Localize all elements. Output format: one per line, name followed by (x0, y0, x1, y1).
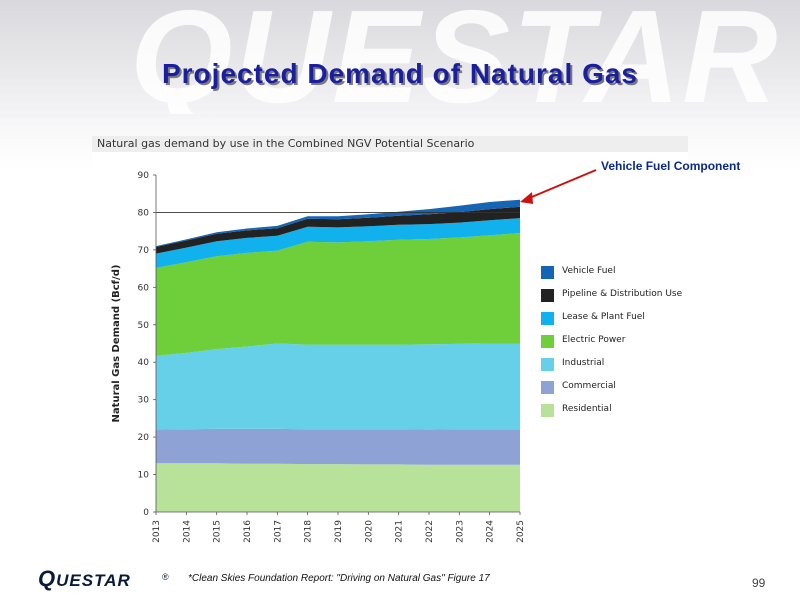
legend-item-lease-plant-fuel: Lease & Plant Fuel (541, 310, 741, 333)
area-residential (156, 463, 520, 512)
y-tick-label: 60 (138, 283, 150, 293)
area-vehicle-fuel (156, 199, 520, 247)
legend-label: Pipeline & Distribution Use (562, 289, 683, 299)
legend-item-electric-power: Electric Power (541, 333, 741, 356)
x-tick-label: 2020 (364, 520, 374, 543)
legend-label: Vehicle Fuel (562, 266, 616, 276)
chart-heading-bar (92, 136, 688, 152)
x-tick-label: 2014 (182, 520, 192, 543)
legend-swatch (541, 289, 554, 302)
x-tick-label: 2018 (304, 520, 314, 543)
legend-label: Commercial (562, 381, 616, 391)
legend-swatch (541, 266, 554, 279)
area-industrial (156, 343, 520, 430)
area-lease-plant-fuel (156, 218, 520, 268)
y-tick-label: 30 (138, 396, 150, 406)
y-tick-label: 20 (138, 433, 150, 443)
legend-label: Industrial (562, 358, 605, 368)
y-tick-label: 90 (138, 171, 150, 181)
x-tick-label: 2023 (455, 520, 465, 543)
chart-title: Natural gas demand by use in the Combine… (97, 137, 475, 150)
y-tick-label: 80 (138, 208, 150, 218)
x-tick-label: 2022 (425, 520, 435, 543)
logo-rest: UESTAR (56, 571, 131, 590)
y-tick-label: 0 (143, 508, 149, 518)
legend-label: Lease & Plant Fuel (562, 312, 645, 322)
x-tick-label: 2021 (395, 520, 405, 543)
legend-item-commercial: Commercial (541, 379, 741, 402)
x-tick-label: 2013 (152, 520, 162, 543)
legend-item-residential: Residential (541, 402, 741, 425)
callout-arrow-head (520, 192, 533, 204)
legend-swatch (541, 404, 554, 417)
chart-legend: Vehicle Fuel Pipeline & Distribution Use L… (541, 264, 741, 425)
legend-item-industrial: Industrial (541, 356, 741, 379)
x-tick-label: 2017 (273, 520, 283, 543)
x-tick-label: 2025 (516, 520, 526, 543)
y-tick-label: 70 (138, 246, 150, 256)
legend-swatch (541, 381, 554, 394)
legend-label: Electric Power (562, 335, 626, 345)
legend-swatch (541, 358, 554, 371)
callout-label: Vehicle Fuel Component (601, 159, 741, 173)
x-tick-label: 2015 (213, 520, 223, 543)
logo-initial: Q (38, 566, 57, 591)
legend-item-pipeline-distribution-use: Pipeline & Distribution Use (541, 287, 741, 310)
legend-swatch (541, 312, 554, 325)
y-axis-title: Natural Gas Demand (Bcf/d) (111, 265, 122, 423)
x-tick-label: 2016 (243, 520, 253, 543)
callout-arrow (526, 169, 597, 200)
x-tick-label: 2019 (334, 520, 344, 543)
legend-swatch (541, 335, 554, 348)
registered-mark: ® (162, 572, 169, 582)
y-tick-label: 40 (138, 358, 150, 368)
area-electric-power (156, 233, 520, 356)
legend-item-vehicle-fuel: Vehicle Fuel (541, 264, 741, 287)
x-tick-label: 2024 (486, 520, 496, 543)
page-number: 99 (752, 576, 766, 590)
questar-logo: QUESTAR (38, 566, 131, 592)
legend-label: Residential (562, 404, 612, 414)
area-pipeline-distribution-use (156, 206, 520, 254)
slide-title: Projected Demand of Natural Gas (161, 58, 638, 89)
y-tick-label: 50 (138, 321, 150, 331)
source-citation: *Clean Skies Foundation Report: "Driving… (188, 573, 490, 584)
area-commercial (156, 428, 520, 465)
y-tick-label: 10 (138, 471, 150, 481)
